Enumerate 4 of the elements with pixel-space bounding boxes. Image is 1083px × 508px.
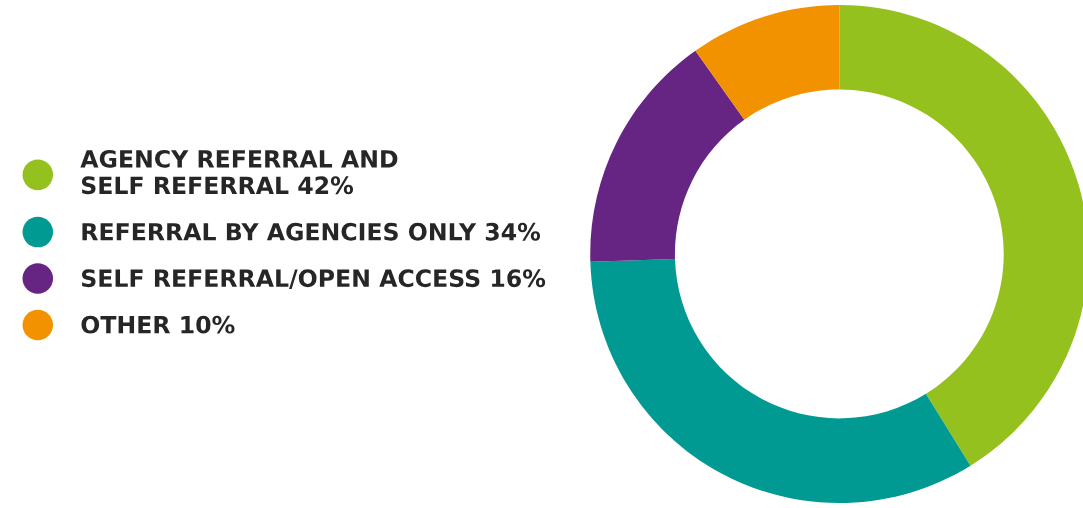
legend-label: AGENCY REFERRAL AND SELF REFERRAL 42% [80, 149, 398, 195]
legend-label: REFERRAL BY AGENCIES ONLY 34% [82, 222, 541, 241]
legend-label: OTHER 10% [81, 315, 235, 334]
legend-label: SELF REFERRAL/OPEN ACCESS 16% [81, 269, 546, 289]
